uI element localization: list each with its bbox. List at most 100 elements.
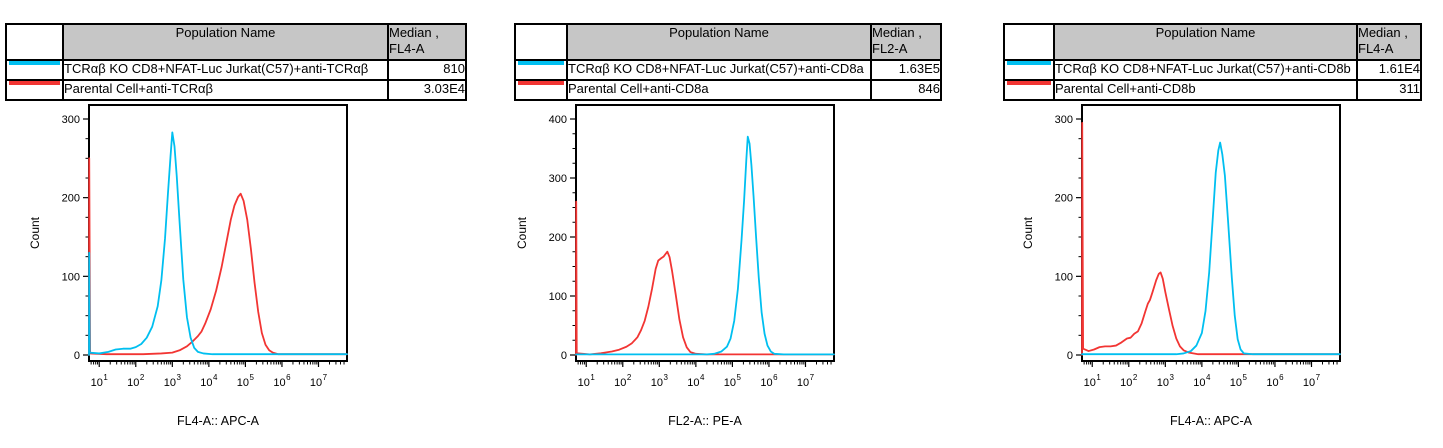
population-name-cell: Parental Cell+anti-CD8a — [566, 79, 872, 101]
median-value-cell: 311 — [1356, 79, 1422, 101]
y-tick-label: 0 — [74, 350, 80, 362]
x-tick-label: 107 — [797, 373, 815, 389]
population-row: Parental Cell+anti-CD8b 311 — [1003, 79, 1422, 101]
table-header-row: Population Name Median , FL2-A — [514, 23, 942, 61]
median-header-line2: FL2-A — [872, 41, 908, 56]
histogram-curve — [88, 157, 348, 356]
population-name-cell: TCRαβ KO CD8+NFAT-Luc Jurkat(C57)+anti-C… — [566, 59, 872, 81]
histogram-curve — [88, 131, 348, 356]
y-axis-label: Count — [1021, 216, 1035, 249]
x-tick-label: 103 — [651, 373, 669, 389]
x-axis-label: FL2-A:: PE-A — [668, 414, 742, 428]
histogram-curve — [1081, 122, 1341, 356]
cyan-line — [518, 62, 564, 65]
red-line — [1007, 82, 1051, 85]
flow-histogram-anti-cd8b: 0 100 200 300 101 102 103 104 105 106 107 Count FL4-… — [1021, 104, 1341, 428]
population-name-header: Population Name — [1053, 23, 1358, 61]
panel-anti-cd8a: Population Name Median , FL2-A TCRαβ KO … — [481, 0, 962, 448]
x-tick-label: 105 — [237, 373, 255, 389]
population-swatch-cell — [514, 79, 568, 101]
y-axis-label: Count — [28, 216, 42, 249]
median-header-line1: Median , — [872, 25, 922, 40]
population-row: Parental Cell+anti-TCRαβ 3.03E4 — [5, 79, 467, 101]
population-row: Parental Cell+anti-CD8a 846 — [514, 79, 942, 101]
x-tick-label: 102 — [614, 373, 632, 389]
cyan-line — [9, 62, 60, 65]
population-row: TCRαβ KO CD8+NFAT-Luc Jurkat(C57)+anti-C… — [1003, 59, 1422, 81]
y-tick-label: 200 — [1055, 193, 1073, 205]
median-value-cell: 810 — [387, 59, 467, 81]
table-header-row: Population Name Median , FL4-A — [1003, 23, 1422, 61]
population-row: TCRαβ KO CD8+NFAT-Luc Jurkat(C57)+anti-T… — [5, 59, 467, 81]
flow-histogram-anti-tcrab: 0 100 200 300 101 102 103 104 105 106 107 Count FL4-… — [28, 104, 348, 428]
x-tick-label: 104 — [200, 373, 218, 389]
x-axis-label: FL4-A:: APC-A — [177, 414, 260, 428]
y-tick-label: 300 — [1055, 114, 1073, 126]
median-header-line1: Median , — [389, 25, 439, 40]
x-tick-label: 102 — [127, 373, 145, 389]
histogram-curve — [1081, 141, 1341, 356]
x-tick-label: 101 — [91, 373, 109, 389]
y-tick-label: 300 — [549, 173, 567, 185]
x-tick-label: 106 — [1266, 373, 1284, 389]
x-tick-label: 101 — [1084, 373, 1102, 389]
histogram-curve — [575, 135, 835, 356]
swatch-column-header — [5, 23, 64, 61]
median-value-cell: 1.61E4 — [1356, 59, 1422, 81]
y-tick-label: 100 — [549, 291, 567, 303]
x-tick-label: 103 — [164, 373, 182, 389]
y-tick-label: 200 — [62, 193, 80, 205]
x-tick-label: 105 — [1230, 373, 1248, 389]
median-column-header: Median , FL4-A — [387, 23, 467, 61]
x-axis-label: FL4-A:: APC-A — [1170, 414, 1253, 428]
y-tick-label: 400 — [549, 114, 567, 126]
population-table: Population Name Median , FL4-A TCRαβ KO … — [5, 23, 467, 101]
histogram-curve — [575, 200, 835, 356]
y-tick-label: 300 — [62, 114, 80, 126]
population-name-cell: Parental Cell+anti-CD8b — [1053, 79, 1358, 101]
x-tick-label: 105 — [724, 373, 742, 389]
cyan-line — [1007, 62, 1051, 65]
median-column-header: Median , FL2-A — [870, 23, 942, 61]
population-name-header: Population Name — [62, 23, 389, 61]
population-name-cell: Parental Cell+anti-TCRαβ — [62, 79, 389, 101]
population-name-header: Population Name — [566, 23, 872, 61]
y-axis-label: Count — [515, 216, 529, 249]
panel-anti-cd8b: Population Name Median , FL4-A TCRαβ KO … — [962, 0, 1443, 448]
median-header-line1: Median , — [1358, 25, 1408, 40]
median-column-header: Median , FL4-A — [1356, 23, 1422, 61]
x-tick-label: 106 — [760, 373, 778, 389]
population-name-cell: TCRαβ KO CD8+NFAT-Luc Jurkat(C57)+anti-C… — [1053, 59, 1358, 81]
x-tick-label: 102 — [1120, 373, 1138, 389]
x-tick-label: 107 — [1303, 373, 1321, 389]
x-tick-label: 104 — [1193, 373, 1211, 389]
population-row: TCRαβ KO CD8+NFAT-Luc Jurkat(C57)+anti-C… — [514, 59, 942, 81]
x-tick-label: 107 — [310, 373, 328, 389]
red-line — [518, 82, 564, 85]
plot-border — [88, 104, 348, 362]
y-tick-label: 100 — [1055, 271, 1073, 283]
red-line — [9, 82, 60, 85]
population-table: Population Name Median , FL4-A TCRαβ KO … — [1003, 23, 1422, 101]
population-name-cell: TCRαβ KO CD8+NFAT-Luc Jurkat(C57)+anti-T… — [62, 59, 389, 81]
median-value-cell: 3.03E4 — [387, 79, 467, 101]
population-swatch-cell — [5, 79, 64, 101]
population-swatch-cell — [5, 59, 64, 81]
swatch-column-header — [1003, 23, 1055, 61]
panel-anti-tcrab: Population Name Median , FL4-A TCRαβ KO … — [0, 0, 481, 448]
y-tick-label: 200 — [549, 232, 567, 244]
population-swatch-cell — [514, 59, 568, 81]
y-tick-label: 0 — [561, 350, 567, 362]
x-tick-label: 101 — [578, 373, 596, 389]
population-table: Population Name Median , FL2-A TCRαβ KO … — [514, 23, 942, 101]
x-tick-label: 103 — [1157, 373, 1175, 389]
table-header-row: Population Name Median , FL4-A — [5, 23, 467, 61]
x-tick-label: 106 — [273, 373, 291, 389]
y-tick-label: 100 — [62, 271, 80, 283]
population-swatch-cell — [1003, 59, 1055, 81]
x-tick-label: 104 — [687, 373, 705, 389]
population-swatch-cell — [1003, 79, 1055, 101]
plot-border — [575, 104, 835, 362]
median-value-cell: 846 — [870, 79, 942, 101]
